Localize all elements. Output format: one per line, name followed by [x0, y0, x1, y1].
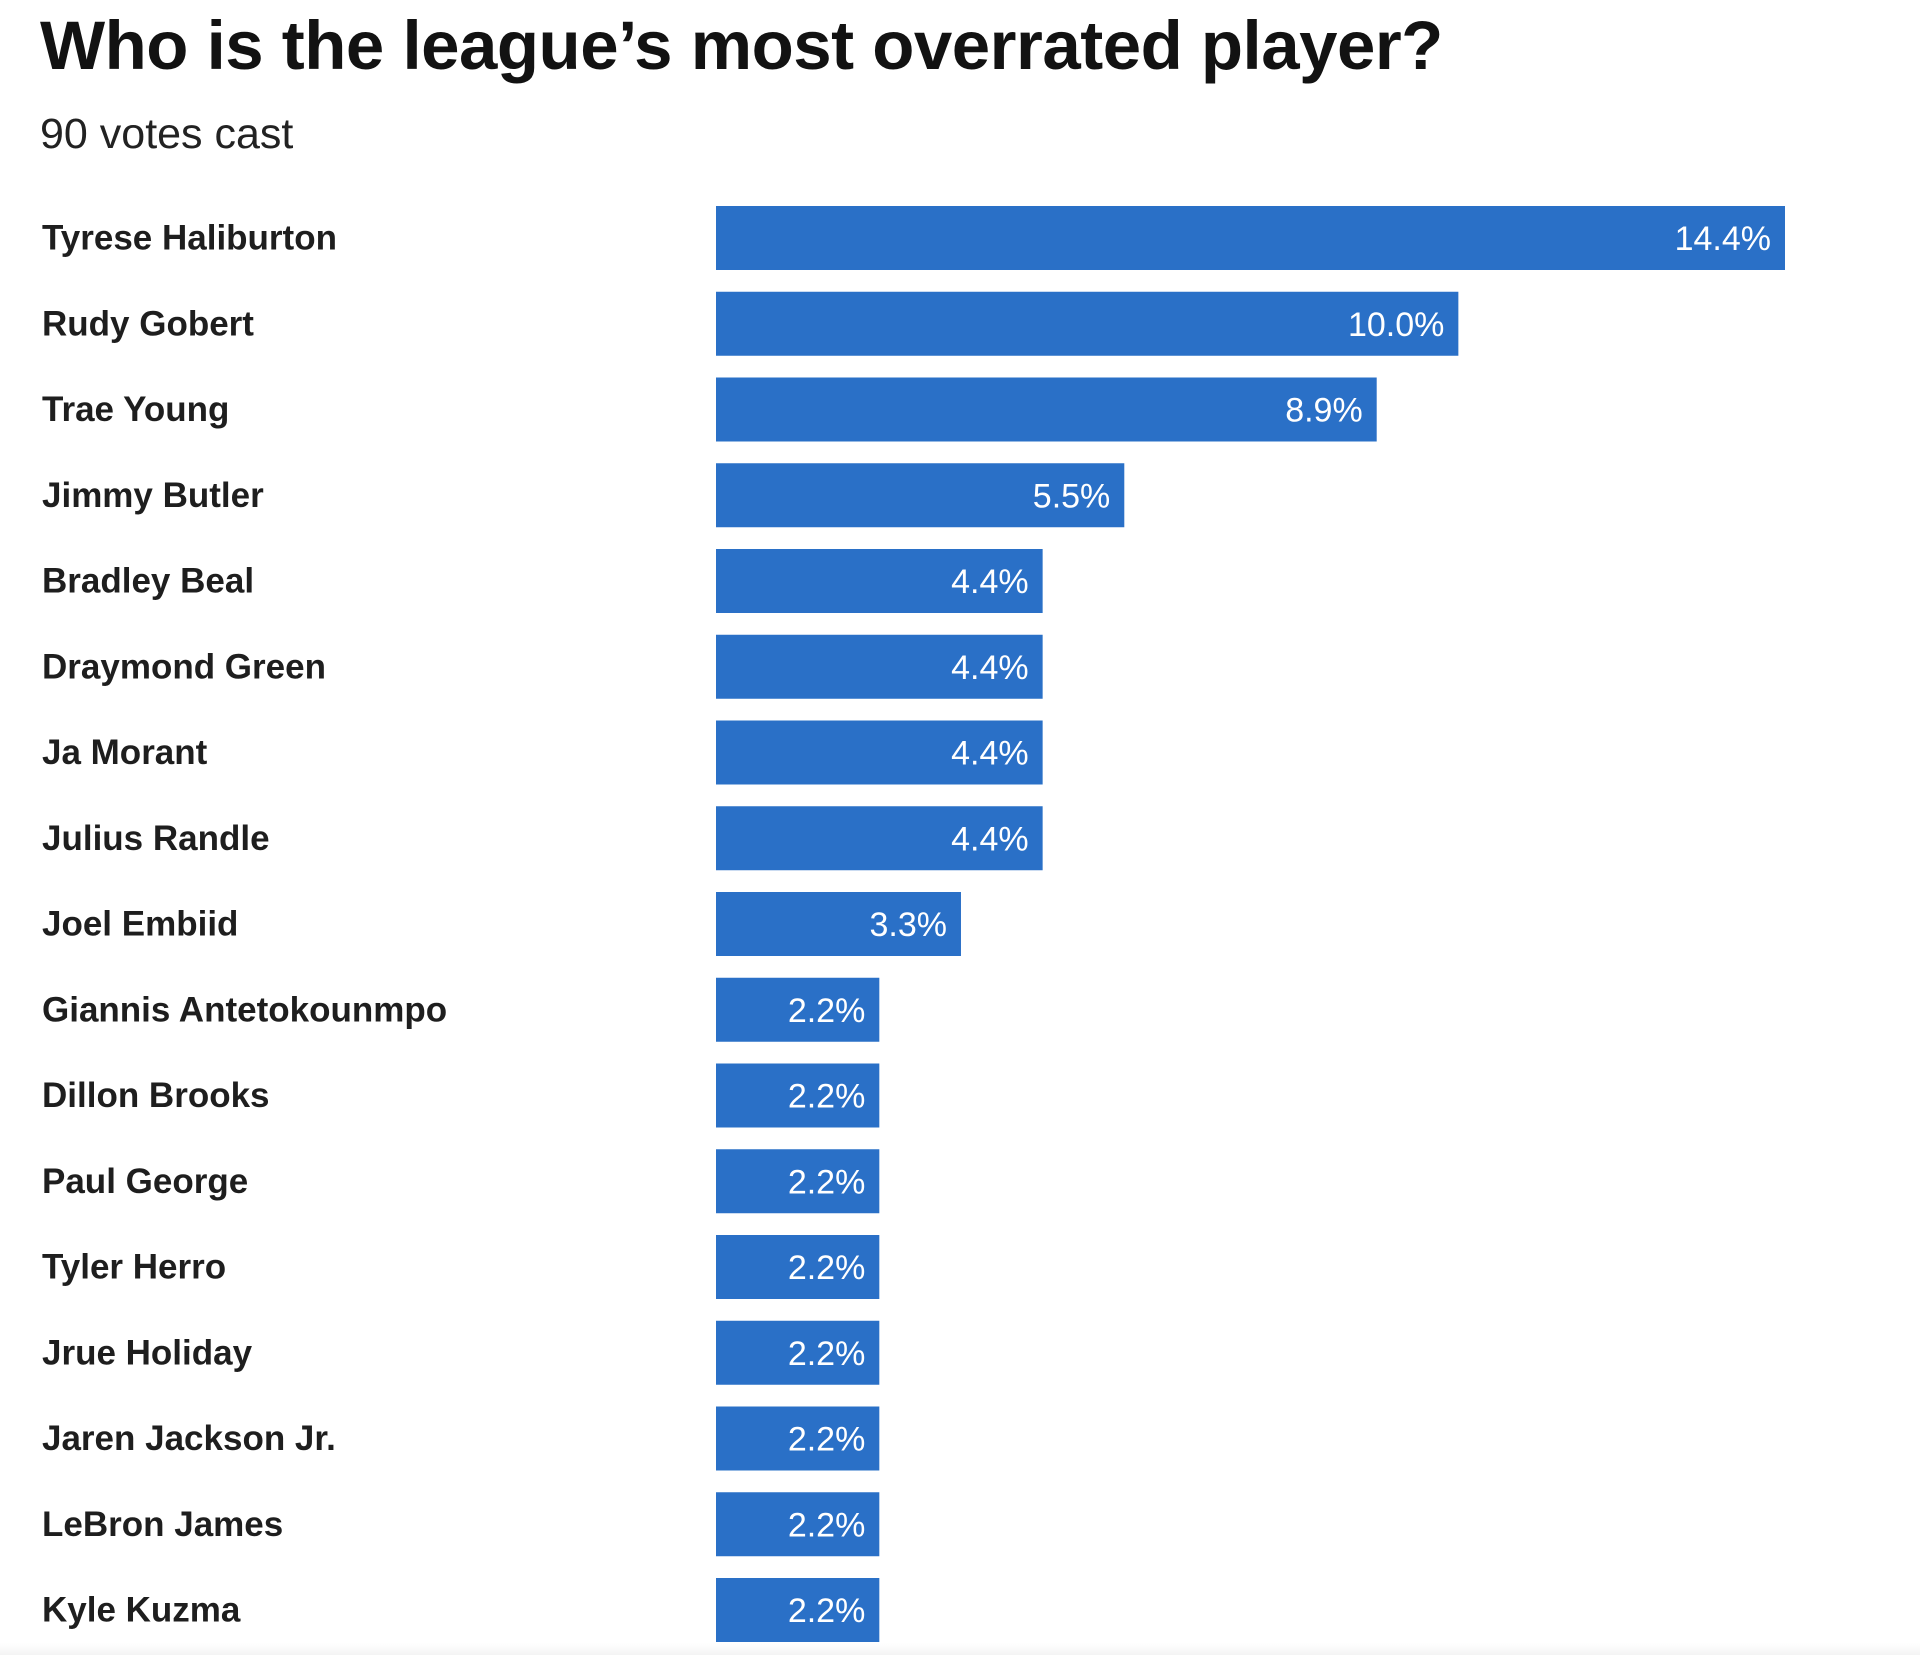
category-label: Giannis Antetokounmpo — [42, 990, 447, 1029]
category-label: Jaren Jackson Jr. — [42, 1419, 336, 1458]
category-label: Tyler Herro — [42, 1248, 226, 1287]
bar — [716, 1492, 880, 1557]
category-label: Tyrese Haliburton — [42, 219, 337, 258]
category-label: Kyle Kuzma — [42, 1591, 241, 1630]
bar-value-label: 4.4% — [951, 820, 1029, 858]
bar-value-label: 4.4% — [951, 563, 1029, 601]
bar-value-label: 4.4% — [951, 735, 1029, 773]
category-label: Draymond Green — [42, 647, 326, 686]
bar — [716, 806, 1043, 871]
bar — [716, 1235, 880, 1299]
bar — [716, 1578, 880, 1642]
bar — [716, 1063, 880, 1128]
category-label: Dillon Brooks — [42, 1076, 270, 1115]
bar — [716, 206, 1785, 270]
bar — [716, 1149, 880, 1214]
bar-value-label: 2.2% — [788, 1078, 866, 1116]
bar — [716, 720, 1043, 785]
bar-value-label: 2.2% — [788, 1592, 866, 1630]
bar-value-label: 2.2% — [788, 992, 866, 1030]
bar-value-label: 2.2% — [788, 1506, 866, 1544]
chart-title: Who is the league’s most overrated playe… — [40, 7, 1443, 84]
bar — [716, 463, 1125, 528]
category-label: Trae Young — [42, 390, 229, 429]
chart-subtitle: 90 votes cast — [40, 110, 294, 158]
bar — [716, 291, 1459, 356]
bar-value-label: 2.2% — [788, 1421, 866, 1459]
bar-value-label: 2.2% — [788, 1163, 866, 1201]
bar-value-label: 5.5% — [1033, 477, 1111, 515]
category-label: Bradley Beal — [42, 562, 254, 601]
category-label: Jrue Holiday — [42, 1333, 253, 1372]
bar — [716, 892, 961, 956]
bar — [716, 1320, 880, 1385]
category-label: Joel Embiid — [42, 905, 238, 944]
bar — [716, 634, 1043, 699]
category-label: Julius Randle — [42, 819, 270, 858]
category-label: Ja Morant — [42, 733, 208, 772]
bar — [716, 1406, 880, 1471]
bar-value-label: 2.2% — [788, 1249, 866, 1287]
category-label: LeBron James — [42, 1505, 283, 1544]
category-label: Paul George — [42, 1162, 248, 1201]
bar-value-label: 2.2% — [788, 1335, 866, 1373]
bar-value-label: 14.4% — [1675, 220, 1771, 258]
bar-value-label: 4.4% — [951, 649, 1029, 687]
category-label: Jimmy Butler — [42, 476, 264, 515]
bottom-fade — [0, 1643, 1920, 1655]
bar-value-label: 8.9% — [1285, 392, 1363, 430]
category-label: Rudy Gobert — [42, 304, 254, 343]
bar-value-label: 3.3% — [869, 906, 947, 944]
bar — [716, 377, 1377, 442]
bar-value-label: 10.0% — [1348, 306, 1444, 344]
bar — [716, 549, 1043, 613]
bar — [716, 977, 880, 1042]
